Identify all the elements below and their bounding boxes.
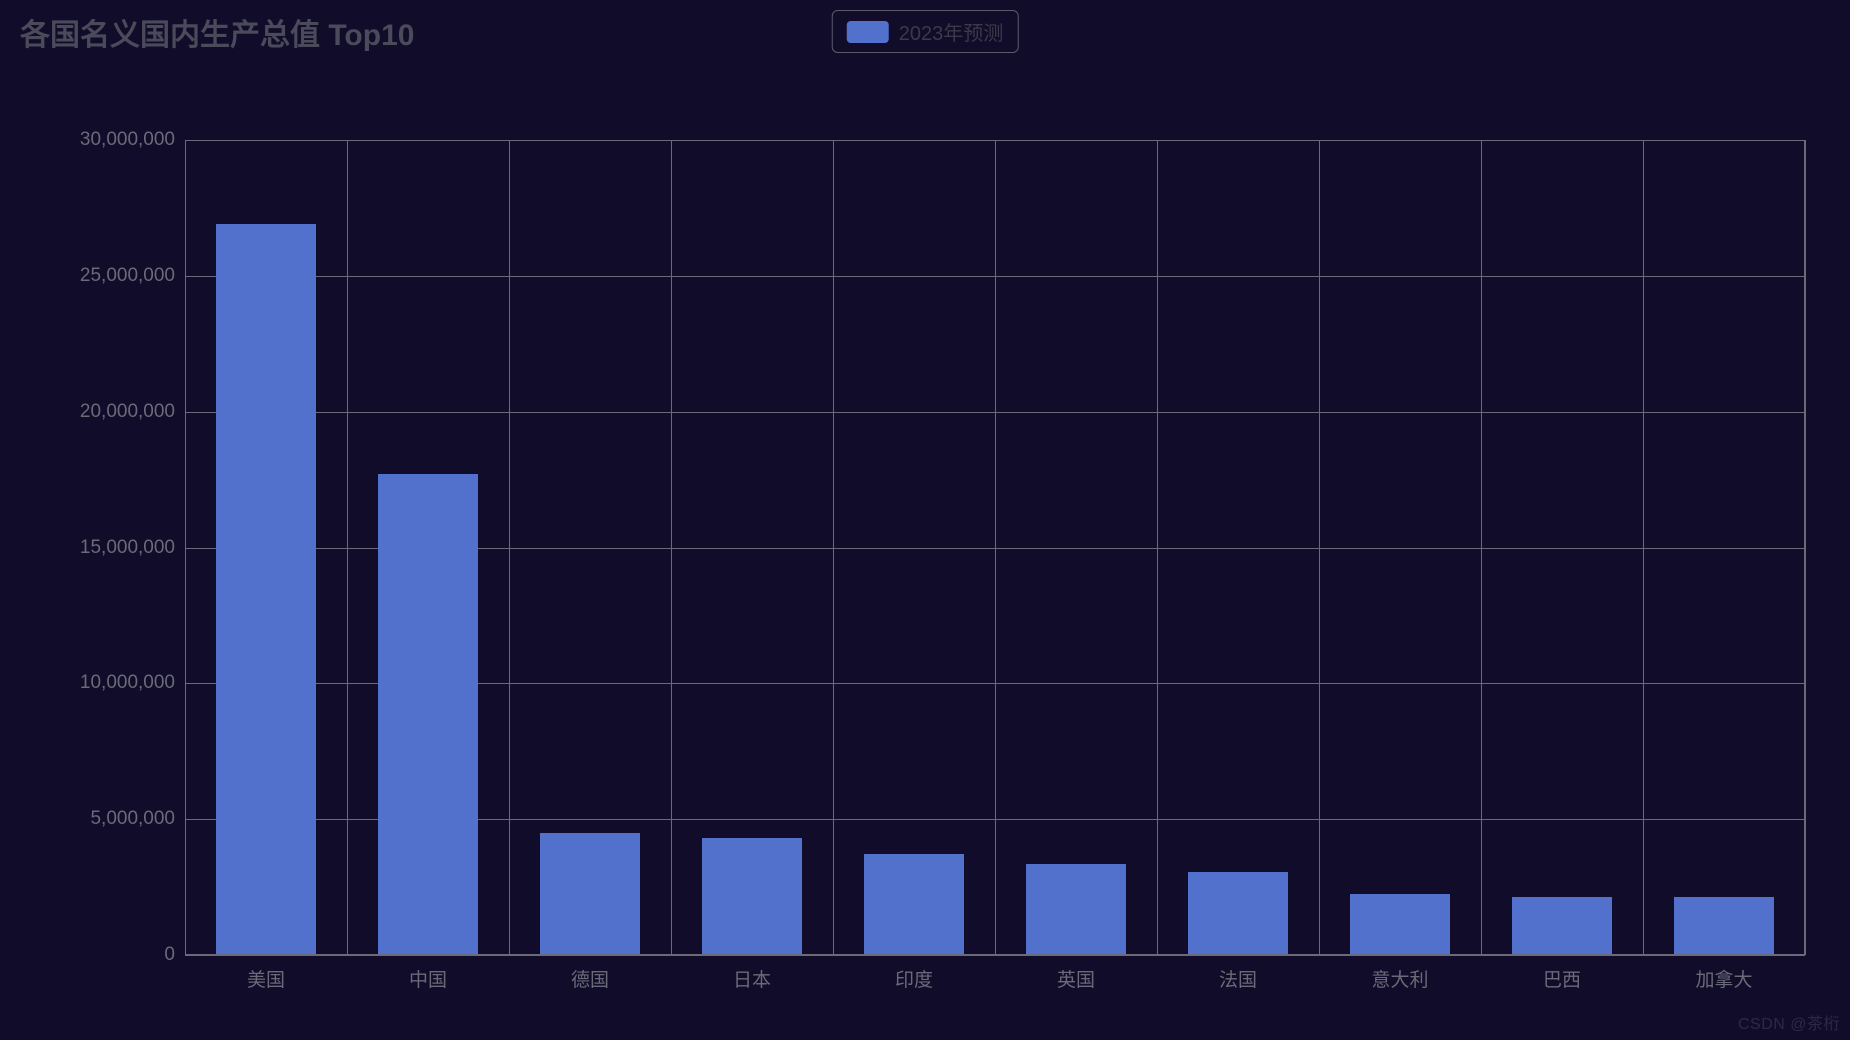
bar[interactable] — [1188, 872, 1288, 955]
y-tick-label: 25,000,000 — [80, 265, 175, 287]
gridline-v — [1805, 140, 1806, 955]
gridline-v — [509, 140, 510, 955]
gridline-v — [671, 140, 672, 955]
gridline-v — [185, 140, 186, 955]
y-tick-label: 30,000,000 — [80, 129, 175, 151]
gridline-h — [185, 955, 1805, 956]
gridline-v — [1157, 140, 1158, 955]
bar[interactable] — [864, 854, 964, 955]
gridline-v — [1319, 140, 1320, 955]
y-tick-label: 15,000,000 — [80, 537, 175, 559]
gridline-v — [347, 140, 348, 955]
x-tick-label: 美国 — [247, 965, 285, 992]
chart-plot-area: 05,000,00010,000,00015,000,00020,000,000… — [185, 140, 1805, 955]
x-tick-label: 印度 — [895, 965, 933, 992]
x-tick-label: 英国 — [1057, 965, 1095, 992]
gridline-v — [995, 140, 996, 955]
bar[interactable] — [1350, 894, 1450, 955]
bar[interactable] — [1512, 897, 1612, 955]
legend[interactable]: 2023年预测 — [832, 10, 1019, 53]
x-tick-label: 法国 — [1219, 965, 1257, 992]
legend-label: 2023年预测 — [899, 17, 1004, 46]
bar[interactable] — [1026, 864, 1126, 955]
y-tick-label: 20,000,000 — [80, 401, 175, 423]
y-tick-label: 10,000,000 — [80, 672, 175, 694]
x-tick-label: 日本 — [733, 965, 771, 992]
bar[interactable] — [702, 838, 802, 955]
legend-swatch — [847, 21, 889, 43]
gridline-v — [1481, 140, 1482, 955]
watermark: CSDN @茶桁 — [1738, 1010, 1840, 1034]
x-tick-label: 德国 — [571, 965, 609, 992]
x-tick-label: 意大利 — [1371, 965, 1428, 992]
gridline-v — [833, 140, 834, 955]
bar[interactable] — [1674, 897, 1774, 955]
bar[interactable] — [540, 833, 640, 955]
bar[interactable] — [216, 224, 316, 955]
bar[interactable] — [378, 474, 478, 955]
chart-title: 各国名义国内生产总值 Top10 — [20, 10, 414, 54]
gridline-v — [1643, 140, 1644, 955]
x-tick-label: 巴西 — [1543, 965, 1581, 992]
x-tick-label: 中国 — [409, 965, 447, 992]
y-tick-label: 0 — [164, 944, 175, 966]
y-tick-label: 5,000,000 — [90, 808, 175, 830]
x-tick-label: 加拿大 — [1695, 965, 1752, 992]
